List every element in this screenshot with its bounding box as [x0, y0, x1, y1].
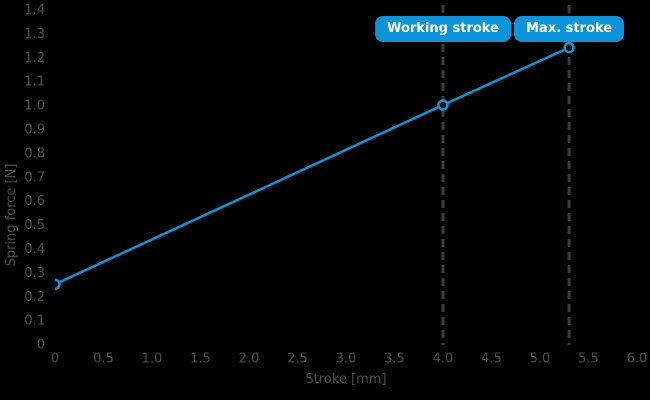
x-tick-label: 0: [51, 352, 59, 367]
y-tick-label: 1.3: [24, 27, 45, 42]
y-tick-label: 0.1: [24, 314, 45, 329]
data-point-marker: [55, 278, 61, 290]
x-tick-label: 0.5: [93, 352, 114, 367]
data-point-marker: [563, 41, 575, 54]
y-axis-title: Spring force [N]: [4, 164, 19, 267]
x-tick-label: 2.0: [239, 352, 260, 367]
x-tick-label: 5.0: [530, 352, 551, 367]
x-axis-title: Stroke [mm]: [305, 372, 386, 387]
data-series: [55, 41, 575, 290]
annotation-badge: Max. stroke: [514, 16, 625, 42]
y-tick-label: 0.4: [24, 242, 45, 257]
x-axis-tick-labels: 0 0.5 1.0 1.5 2.0 2.5 3.0 3.5 4.0 4.5 5.0 5.5 6.0: [51, 352, 647, 367]
x-tick-label: 2.5: [287, 352, 308, 367]
x-tick-label: 3.0: [336, 352, 357, 367]
y-tick-label: 0: [37, 338, 45, 353]
x-tick-label: 5.5: [578, 352, 599, 367]
y-tick-label: 0.6: [24, 194, 45, 209]
x-tick-label: 6.0: [627, 352, 648, 367]
y-tick-label: 1.0: [24, 99, 45, 114]
y-tick-label: 0.7: [24, 170, 45, 185]
y-tick-label: 0.2: [24, 290, 45, 305]
y-tick-label: 1.1: [24, 75, 45, 90]
annotation-badge: Working stroke: [375, 16, 511, 42]
y-tick-label: 0.9: [24, 122, 45, 137]
data-point-marker: [437, 99, 449, 111]
y-tick-label: 0.3: [24, 266, 45, 281]
y-tick-label: 0.5: [24, 218, 45, 233]
x-tick-label: 4.0: [433, 352, 454, 367]
annotation-dashed-lines: [441, 5, 571, 345]
x-tick-label: 3.5: [384, 352, 405, 367]
x-tick-label: 4.5: [481, 352, 502, 367]
y-tick-label: 1.4: [24, 3, 45, 18]
y-tick-label: 1.2: [24, 51, 45, 66]
x-tick-label: 1.0: [142, 352, 163, 367]
y-tick-label: 0.8: [24, 146, 45, 161]
x-tick-label: 1.5: [190, 352, 211, 367]
y-axis-tick-labels: 0 0.1 0.2 0.3 0.4 0.5 0.6 0.7 0.8 0.9 1.0 1.1 1.2 1.3…: [24, 3, 45, 353]
series-line: [55, 46, 570, 286]
